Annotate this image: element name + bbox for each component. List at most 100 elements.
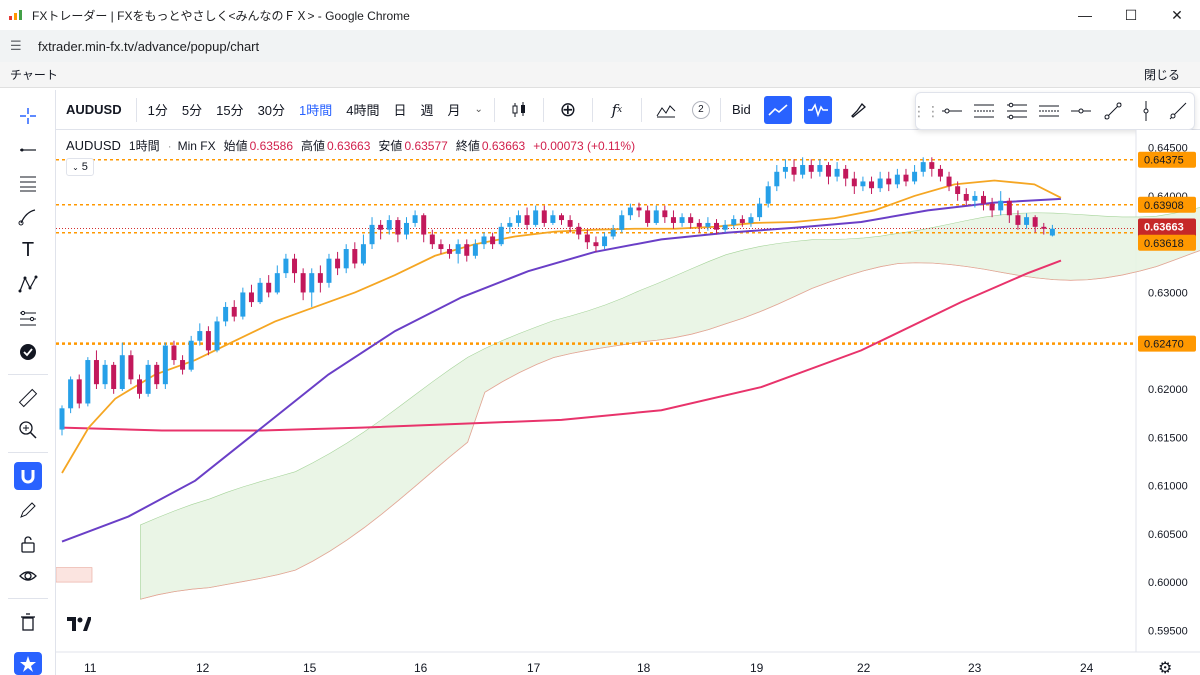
candle-body (119, 355, 125, 389)
candle-body (800, 165, 806, 175)
interval-month[interactable]: 月 (447, 103, 461, 118)
fib-channel-tool-icon[interactable] (968, 93, 1000, 129)
ruler-tool-icon[interactable] (14, 384, 42, 412)
stay-in-drawing-mode-icon[interactable] (14, 496, 42, 524)
close-chart-button[interactable]: 閉じる (1143, 68, 1180, 82)
candle-body (955, 186, 961, 194)
candle-body (593, 242, 599, 247)
y-tick-label: 0.61000 (1148, 481, 1188, 493)
legend-change: +0.00073 (+0.11%) (533, 138, 636, 153)
candle-body (274, 273, 280, 293)
lock-icon[interactable] (14, 530, 42, 558)
paint-brush-icon[interactable] (844, 96, 872, 124)
chevron-down-icon[interactable]: ⌄ (474, 104, 483, 115)
candle-body (188, 340, 194, 370)
indicators-toggle[interactable]: ⌄ 5 (66, 158, 94, 176)
prediction-tool-icon[interactable] (14, 304, 42, 332)
fib-retracement-tool-icon[interactable] (14, 168, 42, 196)
brush-tool-icon[interactable] (14, 202, 42, 230)
candle-body (619, 215, 625, 230)
vertical-line-tool-icon[interactable] (1130, 93, 1162, 129)
minimize-button[interactable]: — (1078, 7, 1092, 23)
legend-interval: 1時間 (128, 139, 160, 153)
candle-body (705, 222, 711, 227)
candle-body (154, 364, 160, 385)
candle-body (248, 292, 254, 303)
indicator-count-badge[interactable]: 2 (691, 100, 710, 119)
eye-icon[interactable] (14, 562, 42, 590)
trend-chart-icon[interactable] (763, 95, 792, 124)
level-price-badge (1138, 151, 1196, 168)
candle-body (714, 222, 720, 230)
candle-body (128, 355, 134, 380)
interval-15m[interactable]: 15分 (216, 103, 244, 118)
legend-high: 0.63663 (327, 138, 371, 153)
y-tick-label: 0.60000 (1148, 577, 1188, 589)
zoom-in-icon[interactable] (14, 416, 42, 444)
close-window-button[interactable]: ✕ (1171, 6, 1183, 23)
x-tick-label: 11 (84, 661, 97, 675)
oscillator-icon[interactable] (803, 95, 832, 124)
fib-time-zone-tool-icon[interactable] (1033, 93, 1065, 129)
interval-1h[interactable]: 1時間 (299, 103, 333, 118)
candle-body (731, 219, 737, 225)
price-type-bid[interactable]: Bid (731, 102, 751, 117)
candle-body (610, 229, 616, 237)
candlestick-type-icon[interactable] (505, 96, 533, 124)
drag-handle-icon[interactable]: ⋮⋮ (912, 102, 940, 119)
compare-add-icon[interactable]: ⊕ (559, 99, 577, 121)
indicator-templates-icon[interactable] (652, 96, 680, 124)
candle-body (688, 217, 694, 223)
interval-day[interactable]: 日 (393, 103, 407, 118)
trash-icon[interactable] (14, 608, 42, 636)
horizontal-ray-tool-icon[interactable] (1065, 93, 1097, 129)
magnet-icon[interactable] (14, 462, 42, 490)
candle-body (283, 258, 289, 274)
icons-tool-icon[interactable] (14, 338, 42, 366)
interval-30m[interactable]: 30分 (257, 103, 286, 118)
ma-slow-line (61, 259, 1062, 432)
candle-body (171, 345, 177, 361)
interval-1m[interactable]: 1分 (147, 103, 168, 118)
candle-body (584, 234, 590, 243)
interval-week[interactable]: 週 (420, 103, 434, 118)
candle-body (1024, 217, 1030, 225)
crosshair-icon[interactable] (14, 102, 42, 130)
interval-4h[interactable]: 4時間 (346, 103, 380, 118)
text-tool-icon[interactable]: T (21, 238, 35, 261)
candle-body (490, 236, 496, 245)
candle-body (352, 249, 358, 264)
symbol-search-button[interactable]: AUDUSD (66, 102, 122, 117)
trend-line-tool-icon[interactable] (14, 136, 42, 164)
ray-tool-icon[interactable] (1162, 93, 1194, 129)
drawing-favorites-panel: ⋮⋮ (912, 92, 1195, 130)
candle-body (817, 165, 823, 172)
candle-body (757, 203, 763, 218)
site-settings-icon[interactable]: ☰ (10, 38, 22, 53)
url-text[interactable]: fxtrader.min-fx.tv/advance/popup/chart (38, 38, 260, 54)
candle-body (920, 162, 926, 172)
candle-body (1015, 215, 1021, 225)
chart-settings-gear-icon[interactable]: ⚙ (1158, 660, 1172, 675)
trend-line-icon[interactable] (1097, 93, 1129, 129)
candle-body (765, 186, 771, 204)
current-price-label: 0.63663 (1144, 221, 1184, 233)
candle-body (455, 244, 461, 254)
candle-body (567, 220, 573, 227)
candle-body (653, 210, 659, 223)
candle-body (214, 321, 220, 351)
candle-body (550, 215, 556, 223)
maximize-button[interactable]: ☐ (1124, 6, 1138, 23)
interval-5m[interactable]: 5分 (181, 103, 203, 118)
candle-body (93, 360, 99, 385)
candle-body (378, 224, 384, 230)
address-bar[interactable]: ☰ fxtrader.min-fx.tv/advance/popup/chart (0, 30, 1200, 62)
parallel-channel-tool-icon[interactable] (1001, 93, 1033, 129)
app-title: チャート (10, 68, 58, 82)
horizontal-line-tool-icon[interactable] (936, 93, 968, 129)
candle-body (912, 171, 918, 182)
pattern-tool-icon[interactable] (14, 270, 42, 298)
favorites-icon[interactable] (14, 652, 42, 675)
price-chart[interactable]: 0.645000.640000.635000.630000.625000.620… (56, 130, 1200, 675)
